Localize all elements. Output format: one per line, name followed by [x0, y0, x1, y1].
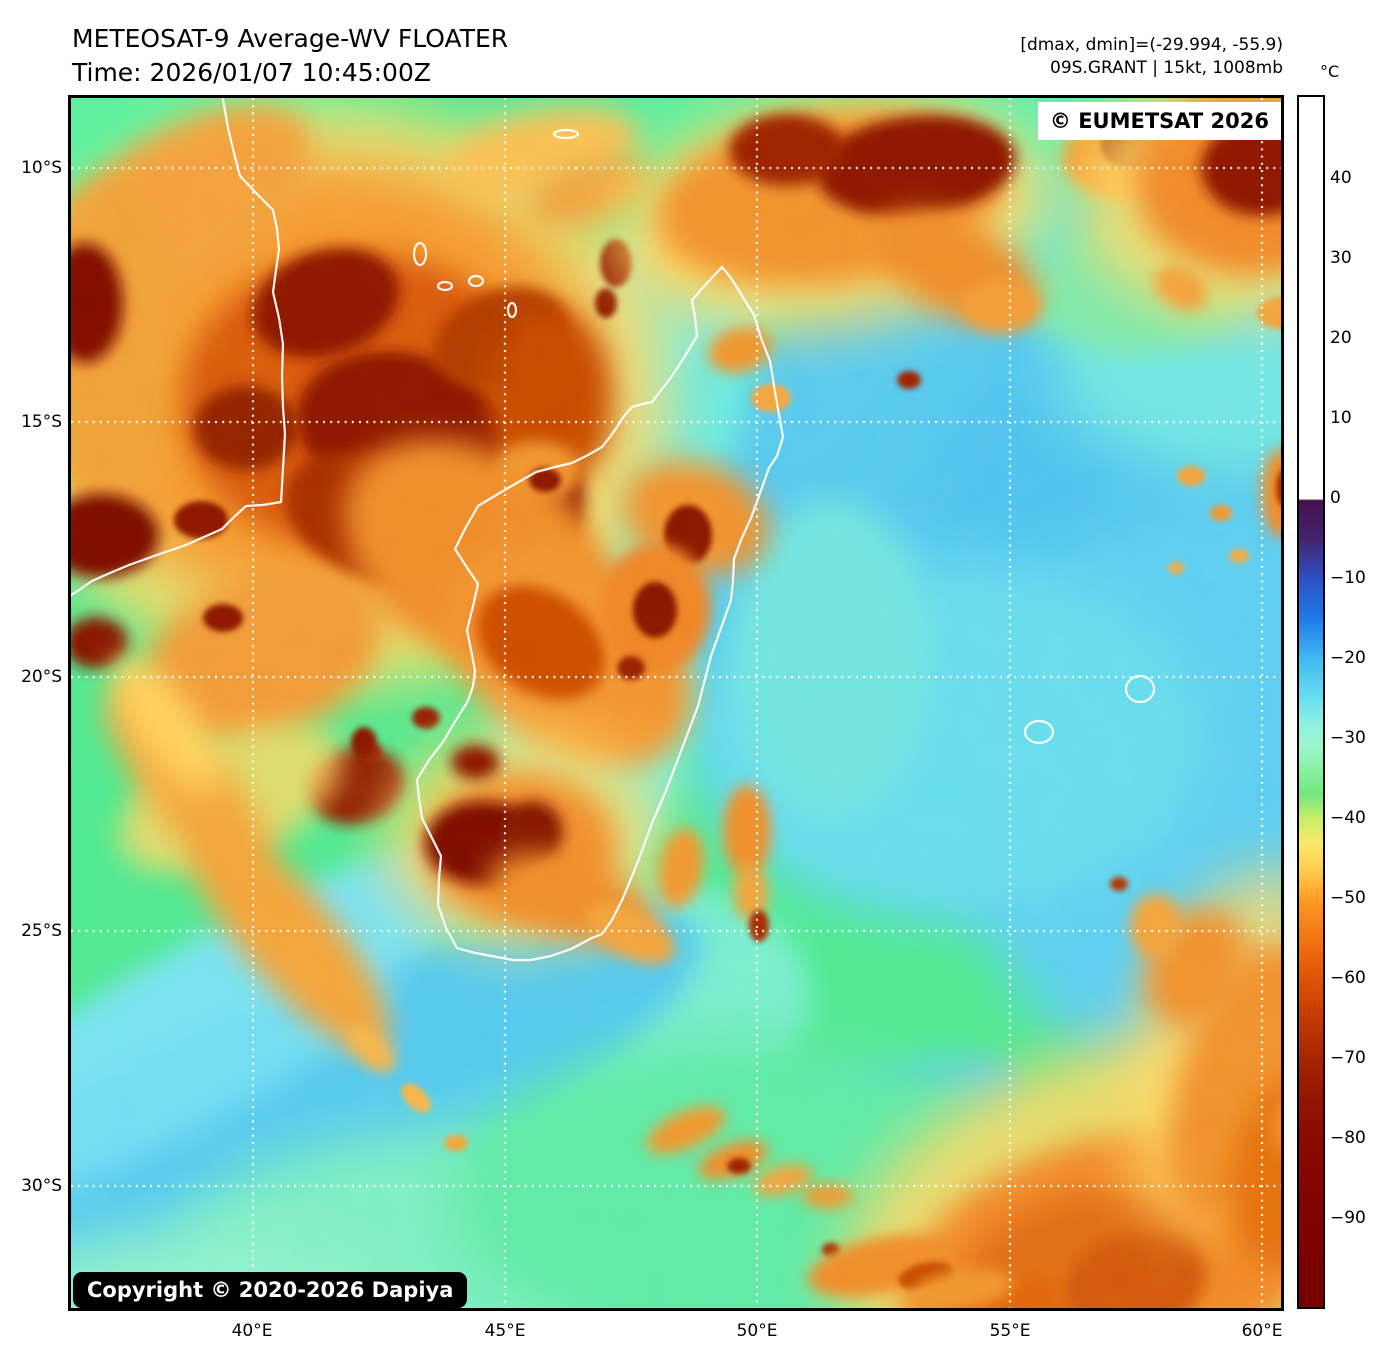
- satellite-map: © EUMETSAT 2026 Copyright © 2020-2026 Da…: [68, 95, 1284, 1311]
- page-title: METEOSAT-9 Average-WV FLOATER: [72, 24, 509, 53]
- colorbar-tick: −60: [1330, 968, 1366, 988]
- coastline-comoros: [467, 274, 485, 288]
- x-axis-tick: 60°E: [1241, 1321, 1283, 1341]
- coastlines: [71, 98, 1156, 962]
- coastline-comoros: [412, 241, 428, 267]
- colorbar-tick: −20: [1330, 648, 1366, 668]
- info-block: [dmax, dmin]=(-29.994, -55.9) 09S.GRANT …: [1020, 34, 1283, 80]
- x-axis-tick: 40°E: [231, 1321, 273, 1341]
- colorbar-tick: −10: [1330, 568, 1366, 588]
- timestamp: Time: 2026/01/07 10:45:00Z: [72, 58, 431, 87]
- coastline-africa: [71, 98, 287, 597]
- temperature-colorbar: [1297, 95, 1325, 1309]
- x-axis-tick: 55°E: [989, 1321, 1031, 1341]
- coastline-comoros: [436, 280, 454, 292]
- y-axis-tick: 30°S: [21, 1176, 62, 1196]
- colorbar-tick: 40: [1330, 168, 1352, 188]
- colorbar-tick: −30: [1330, 728, 1366, 748]
- eumetsat-watermark: © EUMETSAT 2026: [1037, 102, 1281, 140]
- satellite-imagery: [71, 98, 1281, 1308]
- copyright-badge: Copyright © 2020-2026 Dapiya: [73, 1272, 468, 1308]
- colorbar-tick: −50: [1330, 888, 1366, 908]
- coastline-reunion: [1023, 719, 1055, 745]
- storm-info: 09S.GRANT | 15kt, 1008mb: [1050, 58, 1283, 78]
- y-axis-tick: 15°S: [21, 412, 62, 432]
- colorbar-tick: −40: [1330, 808, 1366, 828]
- coastline-madagascar: [415, 265, 785, 962]
- header: METEOSAT-9 Average-WV FLOATER Time: 2026…: [72, 22, 508, 90]
- dmax-dmin-readout: [dmax, dmin]=(-29.994, -55.9): [1020, 35, 1283, 55]
- colorbar-tick: −80: [1330, 1128, 1366, 1148]
- y-axis-tick: 10°S: [21, 158, 62, 178]
- x-axis-tick: 45°E: [484, 1321, 526, 1341]
- colorbar-tick: 30: [1330, 248, 1352, 268]
- colorbar-tick: 10: [1330, 408, 1352, 428]
- x-axis-tick: 50°E: [736, 1321, 778, 1341]
- y-axis-tick: 25°S: [21, 921, 62, 941]
- coastline-comoros: [506, 301, 518, 319]
- colorbar-tick: 0: [1330, 488, 1341, 508]
- coastline-aldabra: [552, 128, 580, 140]
- colorbar-tick: 20: [1330, 328, 1352, 348]
- graticule: [71, 98, 1281, 1308]
- colorbar-unit: °C: [1320, 62, 1340, 81]
- y-axis-tick: 20°S: [21, 667, 62, 687]
- colorbar-tick: −90: [1330, 1208, 1366, 1228]
- colorbar-tick: −70: [1330, 1048, 1366, 1068]
- coastline-mauritius: [1124, 674, 1156, 704]
